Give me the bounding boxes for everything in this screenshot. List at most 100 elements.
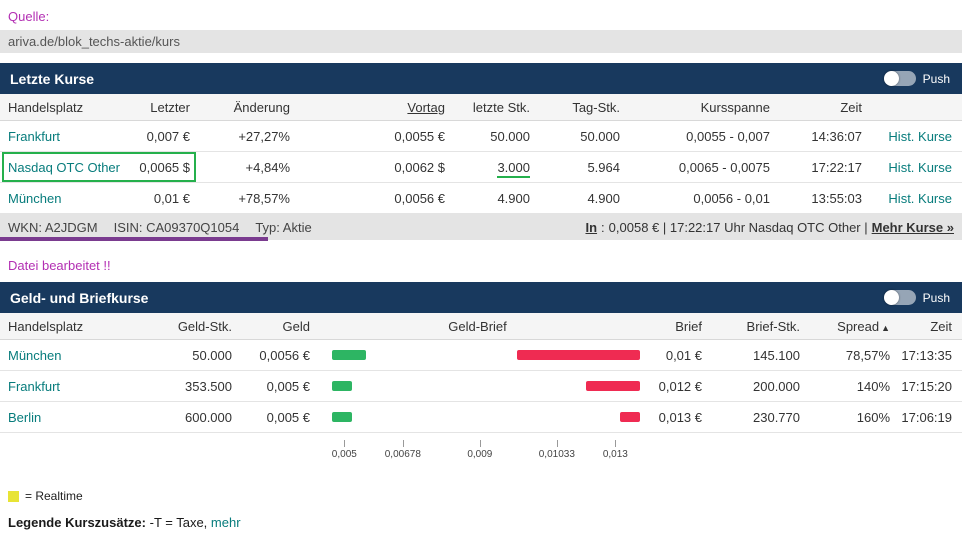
letzte-kurse-rows: Frankfurt 0,007 € +27,27% 0,0055 € 50.000 50.… (0, 121, 962, 214)
geld-brief-chart (310, 402, 645, 432)
col2-zeit: Zeit (930, 318, 952, 334)
col-letzte-stk: letzte Stk. (472, 99, 530, 115)
col2-spread-sort[interactable]: Spread ▲ (837, 318, 890, 334)
col2-geld-stk: Geld-Stk. (177, 318, 232, 334)
letzte-stk-text: 3.000 (497, 159, 530, 178)
letzte-kurse-header: Letzte Kurse Push (0, 63, 962, 94)
handelsplatz-link[interactable]: Nasdaq OTC Other (8, 159, 120, 175)
axis-tick-label: 0,005 (331, 449, 357, 460)
tag-stk-value: 5.964 (587, 159, 620, 175)
letzte-stk-value: 4.900 (445, 191, 530, 206)
hist-kurse-link[interactable]: Hist. Kurse (888, 190, 952, 206)
brief-stk-value: 145.100 (753, 347, 800, 363)
geld-brief-row: Berlin 600.000 0,005 € 0,013 € 230.770 160% 17… (0, 402, 962, 433)
push-control-2: Push (883, 290, 950, 305)
in-colon: : (601, 219, 605, 235)
realtime-label: = Realtime (25, 489, 83, 503)
vortag-value: 0,0062 $ (394, 159, 445, 175)
brief-value: 0,012 € (658, 378, 702, 394)
price-axis: 0,005 0,00678 0,009 0,01033 0,013 (332, 439, 640, 471)
price-axis-row: 0,005 0,00678 0,009 0,01033 0,013 (0, 439, 962, 471)
handelsplatz-link[interactable]: Frankfurt (8, 128, 61, 144)
mehr-kurse-link[interactable]: Mehr Kurse » (871, 219, 954, 235)
geld-brief-row: Frankfurt 353.500 0,005 € 0,012 € 200.000 140… (0, 371, 962, 402)
geld-value: 0,005 € (266, 378, 310, 394)
col-handelsplatz: Handelsplatz (8, 99, 84, 115)
brief-bar (516, 350, 640, 360)
purple-underline-bar (0, 237, 268, 241)
push-toggle[interactable] (883, 71, 916, 86)
zeit-value: 17:13:35 (901, 347, 952, 363)
geld-stk-value: 600.000 (185, 409, 232, 425)
geld-value: 0,0056 € (259, 347, 310, 363)
axis-tick (402, 440, 404, 447)
letzter-value: 0,0065 $ (139, 159, 190, 175)
chart-inner (332, 402, 640, 432)
hist-kurse-link[interactable]: Hist. Kurse (888, 128, 952, 144)
tag-stk-value: 50.000 (580, 128, 620, 144)
geld-brief-table: Geld- und Briefkurse Push Handelsplatz G… (0, 282, 962, 471)
geld-brief-header: Geld- und Briefkurse Push (0, 282, 962, 313)
handelsplatz-link[interactable]: Frankfurt (8, 378, 61, 394)
edited-note: Datei bearbeitet !! (8, 258, 111, 273)
axis-tick (556, 440, 558, 447)
col2-handelsplatz: Handelsplatz (8, 318, 84, 334)
axis-tick-label: 0,01033 (538, 449, 575, 460)
zeit-value: 17:15:20 (901, 378, 952, 394)
source-url-bar: ariva.de/blok_techs-aktie/kurs (0, 30, 962, 53)
geld-value: 0,005 € (266, 409, 310, 425)
aenderung-value: +4,84% (245, 159, 290, 175)
brief-value: 0,01 € (665, 347, 702, 363)
col2-brief-stk: Brief-Stk. (746, 318, 800, 334)
letzte-kurse-table: Letzte Kurse Push Handelsplatz Letzter Ä… (0, 63, 962, 241)
axis-tick-label: 0,013 (602, 449, 628, 460)
zeit-value: 17:06:19 (901, 409, 952, 425)
sort-ascending-icon: ▲ (881, 322, 890, 333)
axis-tick (615, 440, 617, 447)
axis-tick-label: 0,00678 (384, 449, 421, 460)
letzter-value: 0,01 € (153, 190, 190, 206)
col2-brief: Brief (675, 318, 702, 334)
axis-tick (344, 440, 346, 447)
geld-brief-column-headers: Handelsplatz Geld-Stk. Geld Geld-Brief B… (0, 313, 962, 340)
handelsplatz-link[interactable]: Berlin (8, 409, 42, 425)
hist-kurse-link[interactable]: Hist. Kurse (888, 159, 952, 175)
geld-brief-row: München 50.000 0,0056 € 0,01 € 145.100 78,57%… (0, 340, 962, 371)
letzter-value: 0,007 € (146, 128, 190, 144)
brief-stk-value: 200.000 (753, 378, 800, 394)
push-control: Push (883, 71, 950, 86)
col-letzter: Letzter (150, 99, 190, 115)
letzte-stk-value: 3.000 (445, 159, 530, 178)
tag-stk-value: 4.900 (587, 190, 620, 206)
spread-value: 78,57% (845, 347, 890, 363)
quelle-label: Quelle: (8, 9, 50, 24)
vortag-value: 0,0055 € (394, 128, 445, 144)
kurszusaetze-label: Legende Kurszusätze: (8, 515, 146, 530)
geld-brief-title: Geld- und Briefkurse (10, 289, 149, 306)
axis-tick-label: 0,009 (467, 449, 493, 460)
stock-info-bar: WKN: A2JDGM ISIN: CA09370Q1054 Typ: Akti… (0, 214, 962, 241)
vortag-value: 0,0056 € (394, 190, 445, 206)
typ-value: Typ: Aktie (255, 219, 312, 235)
taxe-text: -T = Taxe, (149, 515, 208, 530)
kursspanne-value: 0,0065 - 0,0075 (678, 159, 770, 175)
col-aenderung: Änderung (233, 99, 290, 115)
toggle-knob-icon (883, 71, 899, 86)
in-link[interactable]: In (585, 219, 598, 235)
isin-value: ISIN: CA09370Q1054 (113, 219, 240, 235)
letzte-stk-text: 50.000 (490, 128, 530, 144)
mehr-link[interactable]: mehr (210, 515, 241, 530)
handelsplatz-link[interactable]: München (8, 190, 62, 206)
axis-tick (479, 440, 481, 447)
toggle-knob-icon-2 (883, 290, 899, 305)
realtime-yellow-icon (8, 490, 19, 502)
geld-bar (332, 381, 353, 391)
push-toggle-2[interactable] (883, 290, 916, 305)
geld-brief-rows: München 50.000 0,0056 € 0,01 € 145.100 78,57%… (0, 340, 962, 433)
brief-bar (586, 381, 640, 391)
handelsplatz-link[interactable]: München (8, 347, 62, 363)
geld-bar (332, 412, 353, 422)
col2-geld-brief: Geld-Brief (448, 318, 507, 334)
wkn-value: WKN: A2JDGM (8, 219, 98, 235)
letzte-stk-text: 4.900 (497, 190, 530, 206)
